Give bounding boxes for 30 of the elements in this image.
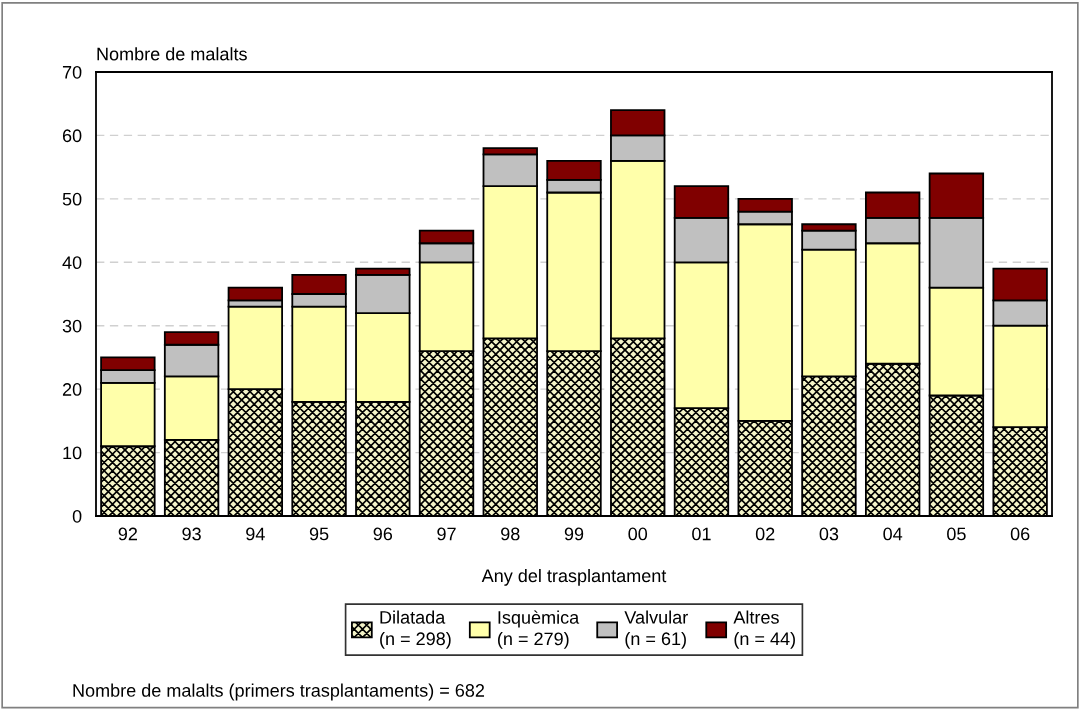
x-tick-label: 03 [819, 527, 839, 541]
x-tick-label: 06 [1010, 527, 1030, 541]
x-tick-label: 93 [182, 527, 201, 541]
x-tick-label: 99 [564, 527, 584, 541]
y-tick-label: 40 [62, 256, 82, 270]
x-tick-label: 97 [437, 527, 456, 541]
y-tick-label: 20 [62, 383, 82, 396]
legend-label: Dilatada (n = 298) [380, 610, 451, 649]
x-tick-label: 98 [501, 527, 520, 541]
legend-label: Altres (n = 44) [733, 610, 795, 649]
legend-label: Valvular (n = 61) [624, 610, 688, 649]
x-tick-label: 96 [373, 527, 393, 541]
x-axis-title: Any del trasplantament [481, 568, 667, 586]
y-tick-label: 70 [62, 65, 82, 79]
x-tick-label: 94 [246, 527, 265, 541]
x-tick-label: 00 [628, 527, 648, 541]
y-axis-title: Nombre de malalts [97, 47, 247, 61]
y-tick-label: 0 [72, 509, 82, 523]
legend-label: Isquèmica (n = 279) [498, 610, 580, 649]
y-tick-label: 60 [62, 129, 82, 143]
x-tick-label: 05 [947, 527, 966, 541]
y-tick-label: 50 [62, 192, 82, 206]
x-tick-label: 04 [883, 527, 903, 541]
x-tick-label: 95 [309, 527, 329, 541]
x-tick-label: 02 [755, 527, 775, 541]
y-tick-label: 10 [63, 446, 82, 460]
x-tick-label: 92 [118, 527, 137, 541]
text: Nombre de malalts (primers trasplantaments) = 682 [73, 683, 485, 701]
x-tick-label: 01 [692, 527, 711, 541]
y-tick-label: 30 [62, 319, 82, 333]
